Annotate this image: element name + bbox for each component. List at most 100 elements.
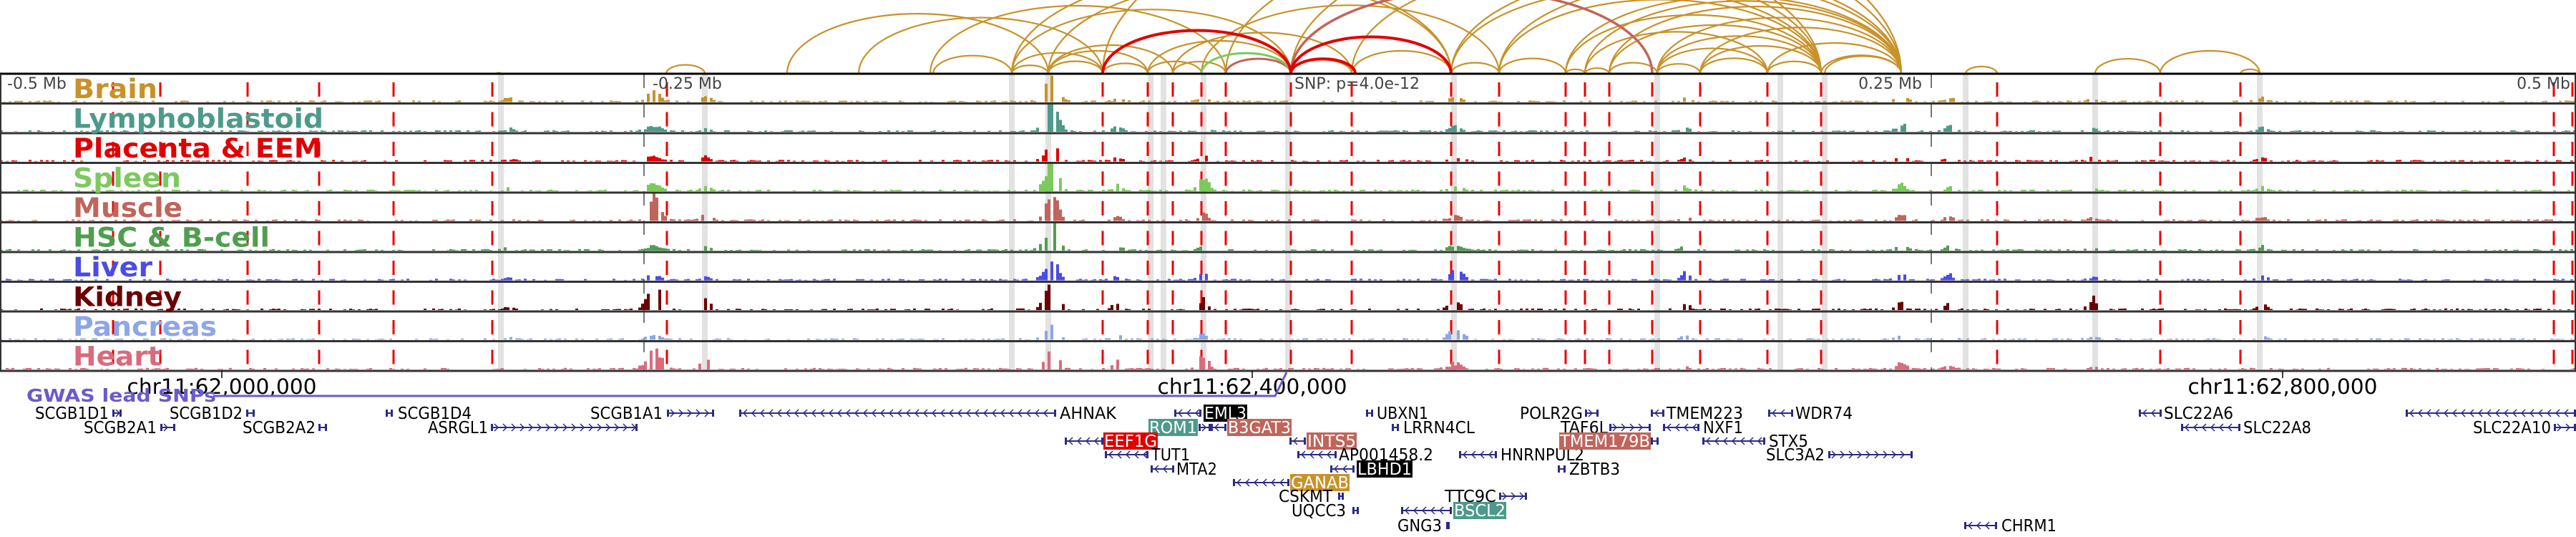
signal-bar <box>1059 360 1062 369</box>
signal-bar <box>1998 339 2001 340</box>
gene-highlight-box <box>1227 419 1292 436</box>
signal-bar <box>1634 130 1637 132</box>
signal-bar <box>412 100 415 102</box>
signal-bar <box>2396 190 2399 191</box>
signal-bar <box>315 219 318 221</box>
signal-bar <box>655 185 658 191</box>
strand-arrow-left-icon <box>1133 450 1139 459</box>
gene-label: ASRGL1 <box>428 419 488 437</box>
signal-bar <box>504 306 507 310</box>
track-label: Pancreas <box>73 311 217 342</box>
signal-bar <box>40 131 43 132</box>
signal-bar <box>687 101 690 102</box>
signal-bar <box>2275 101 2278 102</box>
signal-bar <box>993 100 996 102</box>
signal-bar <box>524 130 527 132</box>
signal-bar <box>455 250 458 251</box>
signal-bar <box>2250 248 2253 251</box>
signal-bar <box>1531 100 1534 102</box>
signal-bar <box>1926 338 1929 340</box>
signal-bar <box>856 368 859 369</box>
signal-bar <box>2270 160 2273 162</box>
signal-bar <box>1740 309 1743 310</box>
signal-bar <box>1760 189 1763 191</box>
signal-bar <box>1557 338 1560 340</box>
signal-bar <box>1523 249 1526 251</box>
strand-arrow-left-icon <box>1043 409 1048 417</box>
signal-bar <box>2421 309 2424 310</box>
strand-arrow-right-icon <box>696 409 701 417</box>
signal-bar <box>135 100 137 102</box>
signal-bar <box>252 160 255 162</box>
scale-label-minus-0.5mb: -0.5 Mb <box>7 75 67 93</box>
signal-bar <box>2499 249 2502 251</box>
signal-bar <box>1139 249 1142 251</box>
signal-bar <box>2399 130 2401 132</box>
signal-bar <box>292 190 295 191</box>
signal-bar <box>1251 160 1254 162</box>
signal-bar <box>2250 309 2253 310</box>
signal-bar <box>2381 309 2384 310</box>
signal-bar <box>650 183 653 191</box>
signal-bar <box>899 338 902 340</box>
signal-bar <box>1789 160 1792 162</box>
signal-bar <box>412 190 415 191</box>
signal-bar <box>2496 279 2499 281</box>
signal-bar <box>1614 130 1617 132</box>
strand-arrow-left-icon <box>785 409 791 417</box>
signal-bar <box>2004 279 2006 281</box>
signal-bar <box>126 190 129 191</box>
signal-bar <box>2484 249 2487 251</box>
signal-bar <box>1477 248 1480 251</box>
signal-bar <box>1915 160 1918 162</box>
signal-bar <box>509 160 512 162</box>
signal-bar <box>959 339 962 340</box>
signal-bar <box>727 189 730 191</box>
signal-bar <box>1122 247 1125 251</box>
signal-bar <box>1022 308 1025 310</box>
signal-bar <box>1949 216 1952 221</box>
signal-bar <box>2235 309 2238 310</box>
exon <box>173 424 175 431</box>
signal-bar <box>647 184 650 191</box>
signal-bar <box>1915 338 1918 340</box>
signal-bar <box>74 100 77 102</box>
signal-bar <box>364 100 366 102</box>
signal-bar <box>1786 219 1789 221</box>
signal-bar <box>959 160 962 162</box>
signal-bar <box>1692 160 1694 162</box>
signal-bar <box>716 338 718 340</box>
signal-bar <box>2055 338 2058 340</box>
signal-bar <box>2078 100 2081 102</box>
signal-bar <box>910 249 913 251</box>
signal-bar <box>1840 338 1843 340</box>
signal-bar <box>1580 339 1583 340</box>
strand-arrow-left-icon <box>802 409 808 417</box>
signal-bar <box>1420 100 1423 102</box>
loop-arc <box>1289 0 1903 74</box>
signal-bar <box>2333 338 2336 340</box>
signal-bar <box>2536 309 2539 310</box>
signal-bar <box>1723 219 1726 221</box>
signal-bar <box>14 160 17 162</box>
signal-bar <box>2441 219 2444 221</box>
signal-bar <box>1245 309 1248 310</box>
signal-bar <box>31 249 34 251</box>
signal-bar <box>1540 250 1543 251</box>
signal-bar <box>2479 160 2482 162</box>
signal-bar <box>990 279 993 281</box>
signal-bar <box>1182 250 1185 251</box>
signal-bar <box>1526 279 1528 281</box>
signal-bar <box>278 130 280 132</box>
signal-bar <box>1463 366 1465 369</box>
signal-bar <box>1517 101 1520 102</box>
signal-bar <box>2287 160 2290 162</box>
signal-bar <box>1268 101 1271 102</box>
loop-arc <box>1823 55 1903 74</box>
strand-arrow-left-icon <box>1244 478 1250 487</box>
signal-bar <box>2035 249 2038 251</box>
signal-bar <box>902 131 904 132</box>
signal-bar <box>418 190 421 191</box>
signal-bar <box>509 277 512 281</box>
signal-bar <box>867 368 870 369</box>
